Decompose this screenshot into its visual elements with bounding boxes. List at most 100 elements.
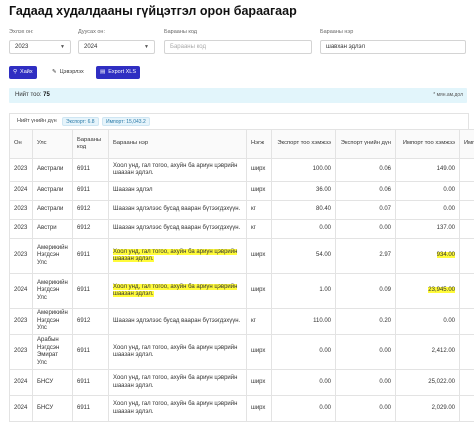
cell-code: 6911 [72, 395, 109, 422]
cell-export-value: 0.00 [335, 395, 396, 422]
cell-export-value-text: 0.20 [379, 317, 391, 324]
cell-year-text: 2024 [14, 404, 28, 411]
table-header-row: Он Улс Барааны код Барааны нэр Нэгж Эксп… [9, 129, 474, 159]
cell-product-name-text: Хоол унд, гал тогоо, ахуйн ба ариун цэвр… [113, 344, 238, 359]
cell-code-text: 6911 [77, 404, 90, 411]
cell-year-text: 2023 [14, 317, 28, 324]
cell-import-qty: 137.00 [395, 219, 460, 239]
cell-year-text: 2023 [14, 348, 28, 355]
end-year-select[interactable]: 2024 ▼ [78, 40, 155, 54]
export-button-label: Export XLS [108, 69, 137, 75]
total-count-label: Нийт тоо: [15, 92, 42, 98]
export-button[interactable]: ▤ Export XLS [96, 66, 141, 79]
cell-country-text: Арабын Нэгдсэн Эмират Улс [37, 337, 60, 366]
cell-import-value [459, 273, 474, 309]
cell-export-value-text: 0.00 [379, 378, 391, 385]
cell-export-qty-text: 100.00 [312, 166, 331, 173]
cell-country-text: БНСУ [37, 378, 54, 385]
cell-export-qty: 0.00 [271, 369, 336, 396]
cell-unit-text: ширх [251, 166, 266, 173]
table-row: 2023 Австрали 6911 Хоол унд, гал тогоо, аху… [9, 158, 474, 182]
filter-panel: Эхлэх он: 2023 ▼ Дуусах он: 2024 ▼ Бараа… [9, 28, 467, 58]
clear-button[interactable]: ✎ Цэвэрлэх [49, 66, 87, 79]
cell-code: 6911 [72, 369, 109, 396]
end-year-label: Дуусах он: [78, 29, 105, 35]
cell-export-value-text: 0.06 [379, 166, 391, 173]
total-count: Нийт тоо: 75 [15, 88, 50, 103]
cell-year: 2023 [9, 158, 33, 182]
cell-year-text: 2024 [14, 378, 28, 385]
summary-bar: Нийт үнийн дүн Экспорт: 6.8 Импорт: 15,0… [9, 113, 469, 129]
col-header-unit[interactable]: Нэгж [246, 129, 272, 159]
cell-country: Австрали [32, 200, 73, 220]
cell-export-qty-text: 54.00 [315, 252, 331, 259]
cell-import-qty-text: 149.00 [436, 166, 455, 173]
cell-year: 2024 [9, 181, 33, 201]
cell-import-qty-text: 23,945.00 [428, 287, 455, 294]
cell-unit: ширх [246, 181, 272, 201]
product-code-input[interactable]: Барааны код [164, 40, 312, 54]
cell-import-value [459, 219, 474, 239]
cell-export-qty: 100.00 [271, 158, 336, 182]
cell-export-qty-text: 0.00 [319, 404, 331, 411]
table-row: 2024 БНСУ 6911 Хоол унд, гал тогоо, ахуйн б… [9, 369, 474, 396]
cell-import-value [459, 158, 474, 182]
col-header-country[interactable]: Улс [32, 129, 73, 159]
cell-year-text: 2023 [14, 252, 28, 259]
col-header-year[interactable]: Он [9, 129, 33, 159]
col-header-import-qty[interactable]: Импорт тоо хэмжээ [395, 129, 460, 159]
cell-export-qty-text: 110.00 [313, 317, 331, 324]
start-year-select[interactable]: 2023 ▼ [9, 40, 71, 54]
cell-country-text: Австрали [37, 166, 64, 173]
cell-import-qty-text: 934.00 [436, 252, 455, 259]
cell-unit-text: ширх [251, 187, 266, 194]
cell-product-name: Шаазан эдлэлээс бусад вааран бүтээгдэхүү… [108, 219, 247, 239]
cell-country-text: Америкийн Нэгдсэн Улс [37, 279, 68, 301]
product-name-label: Барааны нэр [320, 29, 354, 35]
start-year-group: Эхлэх он: 2023 ▼ [9, 28, 71, 54]
col-header-import-value[interactable]: Импор [459, 129, 474, 159]
search-button[interactable]: ⚲ Хайх [9, 66, 37, 79]
cell-code-text: 6911 [77, 187, 90, 194]
cell-country: Австри [32, 219, 73, 239]
cell-product-name: Хоол унд, гал тогоо, ахуйн ба ариун цэвр… [108, 158, 247, 182]
cell-product-name: Хоол унд, гал тогоо, ахуйн ба ариун цэвр… [108, 369, 247, 396]
cell-unit: ширх [246, 238, 272, 274]
cell-country: Арабын Нэгдсэн Эмират Улс [32, 334, 73, 370]
cell-unit-text: ширх [251, 252, 266, 259]
info-bar: Нийт тоо: 75 * мян.ам.дол [9, 88, 467, 103]
cell-export-qty: 110.00 [271, 308, 336, 335]
col-header-name[interactable]: Барааны нэр [108, 129, 247, 159]
cell-import-value [459, 395, 474, 422]
cell-product-name: Хоол унд, гал тогоо, ахуйн ба ариун цэвр… [108, 334, 247, 370]
cell-product-name-text: Шаазан эдлэл [113, 187, 153, 194]
cell-year: 2023 [9, 219, 33, 239]
cell-import-value [459, 334, 474, 370]
page-title: Гадаад худалдааны гүйцэтгэл орон бараага… [9, 4, 297, 18]
col-header-export-qty[interactable]: Экспорт тоо хэмжээ [271, 129, 336, 159]
cell-export-qty-text: 80.40 [315, 206, 331, 213]
cell-country: Австрали [32, 158, 73, 182]
cell-unit: кг [246, 308, 272, 335]
cell-export-qty-text: 36.00 [315, 187, 331, 194]
col-header-export-value[interactable]: Экспорт үнийн дүн [335, 129, 396, 159]
cell-country: БНСУ [32, 395, 73, 422]
cell-code-text: 6912 [77, 225, 91, 232]
col-header-code[interactable]: Барааны код [72, 129, 109, 159]
cell-export-value-text: 0.09 [379, 287, 391, 294]
cell-export-value-text: 0.07 [379, 206, 391, 213]
cell-code: 6911 [72, 238, 109, 274]
cell-export-value: 0.00 [335, 334, 396, 370]
cell-code-text: 6911 [77, 378, 90, 385]
start-year-label: Эхлэх он: [9, 29, 34, 35]
product-name-input[interactable]: шавхан эдлэл [320, 40, 466, 54]
cell-year: 2024 [9, 395, 33, 422]
cell-export-value-text: 0.06 [379, 187, 391, 194]
cell-country: Америкийн Нэгдсэн Улс [32, 308, 73, 335]
cell-import-qty: 2,029.00 [395, 395, 460, 422]
end-year-group: Дуусах он: 2024 ▼ [78, 28, 155, 54]
export-total-badge: Экспорт: 6.8 [62, 117, 99, 126]
cell-country-text: Австрали [37, 206, 64, 213]
cell-import-value [459, 200, 474, 220]
cell-unit-text: ширх [251, 287, 266, 294]
